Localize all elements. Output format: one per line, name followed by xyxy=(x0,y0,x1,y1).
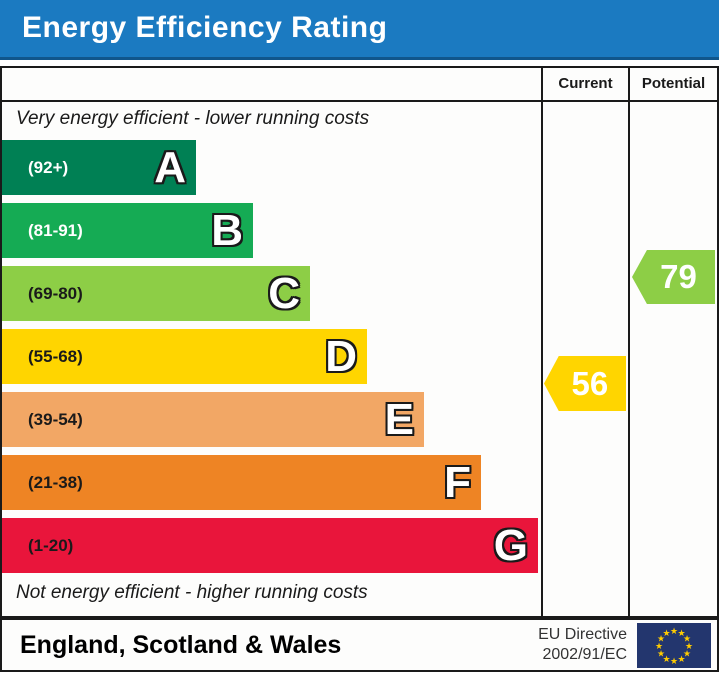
band-range-label: (1-20) xyxy=(28,536,74,555)
band-row: (39-54) E xyxy=(2,392,424,447)
band-row: (92+) A xyxy=(2,140,196,195)
svg-text:★: ★ xyxy=(670,627,678,637)
top-note: Very energy efficient - lower running co… xyxy=(16,108,370,129)
potential-rating-value: 79 xyxy=(660,258,697,295)
svg-text:★: ★ xyxy=(683,634,691,644)
svg-text:★: ★ xyxy=(677,629,685,639)
svg-text:★: ★ xyxy=(662,655,670,665)
band-letter: A xyxy=(154,143,186,192)
band-letter: G xyxy=(493,521,528,570)
eu-flag-icon: ★ ★ ★ ★ ★ ★ ★ ★ ★ ★ ★ ★ xyxy=(637,622,711,668)
rating-table: Current Potential Very energy efficient … xyxy=(0,66,719,618)
title-bar: Energy Efficiency Rating xyxy=(0,0,719,60)
band-row: (55-68) D xyxy=(2,329,367,384)
band-range-label: (55-68) xyxy=(28,347,83,366)
svg-text:★: ★ xyxy=(685,642,693,652)
potential-rating-marker: 79 xyxy=(632,250,715,304)
svg-text:★: ★ xyxy=(657,634,665,644)
current-column-divider xyxy=(541,68,543,616)
band-letter: E xyxy=(384,395,414,444)
eu-directive-line2: 2002/91/EC xyxy=(542,646,627,663)
current-rating-value: 56 xyxy=(571,365,609,402)
region-label: England, Scotland & Wales xyxy=(20,630,342,659)
band-range-label: (81-91) xyxy=(28,221,83,240)
svg-text:★: ★ xyxy=(683,649,691,659)
bottom-note: Not energy efficient - higher running co… xyxy=(16,582,368,603)
header-divider xyxy=(2,100,717,102)
potential-column-divider xyxy=(628,68,630,616)
svg-text:★: ★ xyxy=(655,642,663,652)
band-letter: C xyxy=(268,269,300,318)
footer: England, Scotland & Wales EU Directive 2… xyxy=(0,618,719,672)
rating-bands: (92+) A (81-91) B (69-80) C (55-68) D (3… xyxy=(2,140,541,581)
band-range-label: (21-38) xyxy=(28,473,83,492)
band-letter: D xyxy=(325,332,357,381)
band-range-label: (92+) xyxy=(28,158,69,177)
svg-text:★: ★ xyxy=(677,655,685,665)
eu-directive-label: EU Directive 2002/91/EC xyxy=(538,625,637,665)
band-row: (69-80) C xyxy=(2,266,310,321)
svg-text:★: ★ xyxy=(670,657,678,667)
band-row: (21-38) F xyxy=(2,455,481,510)
current-rating-marker: 56 xyxy=(544,356,626,411)
potential-column-header: Potential xyxy=(641,75,706,92)
band-range-label: (69-80) xyxy=(28,284,83,303)
svg-text:★: ★ xyxy=(662,629,670,639)
band-row: (81-91) B xyxy=(2,203,253,258)
band-letter: F xyxy=(444,458,471,507)
band-range-label: (39-54) xyxy=(28,410,83,429)
band-letter: B xyxy=(211,206,243,255)
svg-text:★: ★ xyxy=(657,649,665,659)
current-column-header: Current xyxy=(558,75,613,92)
band-row: (1-20) G xyxy=(2,518,538,573)
eu-directive-line1: EU Directive xyxy=(538,626,627,643)
page-title: Energy Efficiency Rating xyxy=(22,11,388,44)
